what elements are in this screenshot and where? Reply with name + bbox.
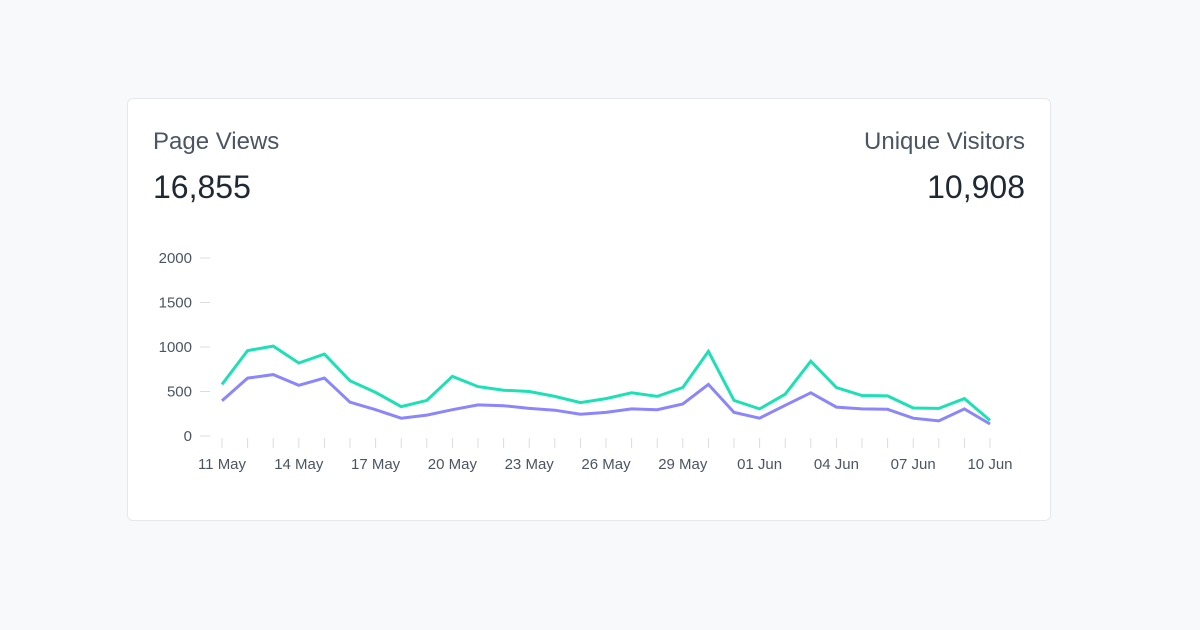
y-tick-label: 0: [184, 428, 192, 445]
page-views-line: [220, 344, 991, 422]
x-tick-label: 20 May: [428, 456, 478, 473]
x-tick-label: 23 May: [505, 456, 555, 473]
x-tick-label: 29 May: [658, 456, 708, 473]
x-tick-label: 26 May: [581, 456, 631, 473]
y-tick-label: 500: [167, 384, 192, 401]
x-tick-label: 07 Jun: [891, 456, 936, 473]
page-views-label: Page Views: [153, 128, 280, 155]
line-chart: 2000 1500 1000 500 0 11 May 14 May 17 May 20 May…: [159, 250, 1013, 473]
page-views-value: 16,855: [153, 169, 251, 205]
x-tick-label: 01 Jun: [737, 456, 782, 473]
y-tick-label: 1500: [159, 295, 192, 312]
analytics-card: Page Views 16,855 Unique Visitors 10,908…: [127, 98, 1051, 521]
page-views-metric: Page Views 16,855: [153, 127, 279, 207]
y-tick-label: 1000: [159, 339, 192, 356]
unique-visitors-value: 10,908: [927, 169, 1025, 205]
x-tick-label: 10 Jun: [967, 456, 1012, 473]
x-tick-label: 14 May: [274, 456, 324, 473]
unique-visitors-line: [221, 373, 991, 426]
unique-visitors-label: Unique Visitors: [864, 128, 1025, 155]
y-tick-label: 2000: [159, 250, 192, 267]
x-tick-label: 04 Jun: [814, 456, 859, 473]
unique-visitors-metric: Unique Visitors 10,908: [864, 127, 1025, 207]
x-tick-label: 11 May: [198, 456, 247, 473]
x-tick-label: 17 May: [351, 456, 401, 473]
